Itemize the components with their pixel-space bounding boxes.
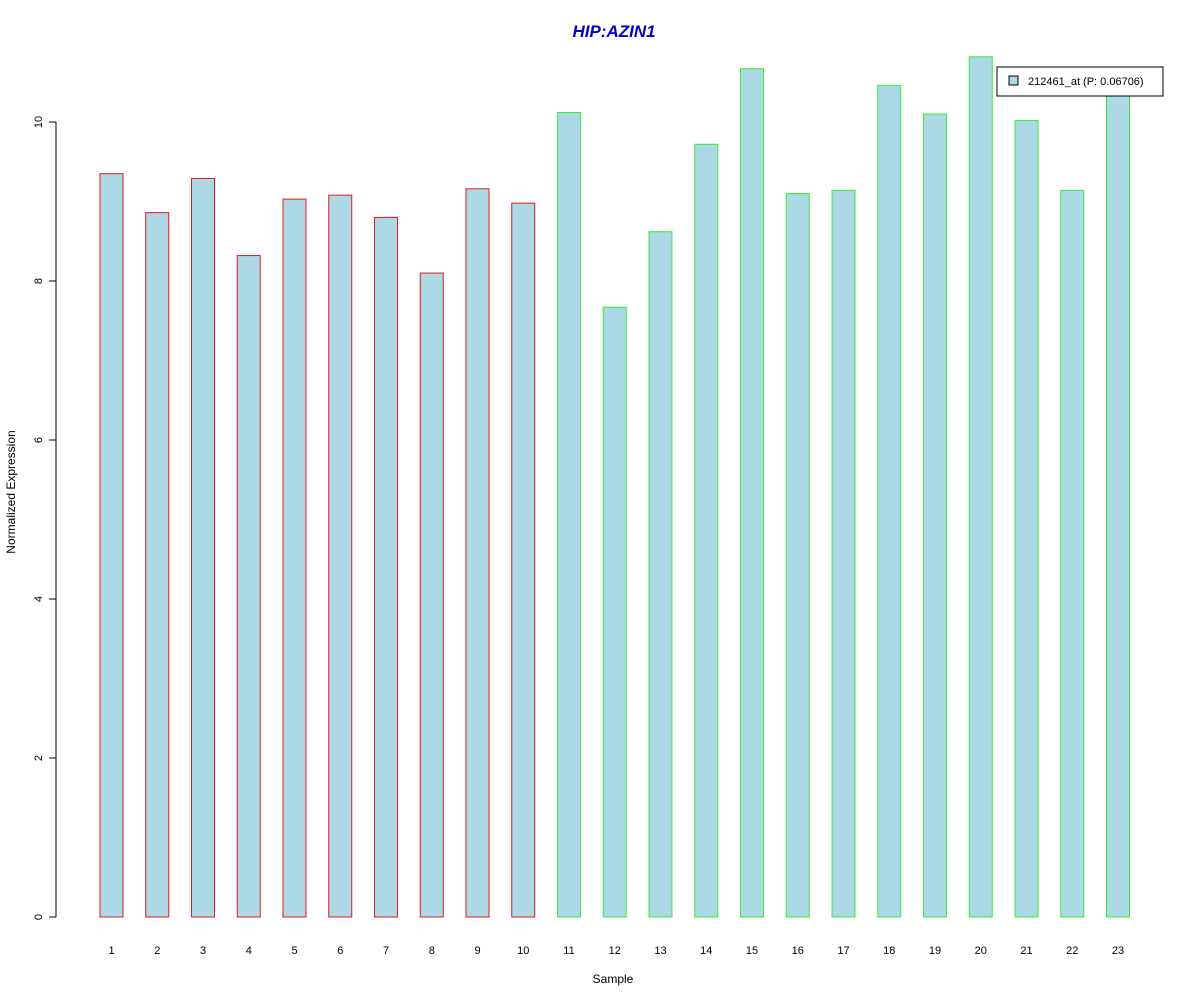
bar <box>99 173 124 918</box>
bar <box>191 177 215 918</box>
bar <box>968 56 993 918</box>
x-tick-label: 13 <box>654 945 666 957</box>
x-tick-labels: 1 2 3 4 5 6 7 8 9 10 11 12 13 14 15 16 17 18 19 20 21 22 23 <box>108 945 1124 957</box>
x-tick-label: 3 <box>200 945 206 957</box>
x-tick-label: 23 <box>1112 945 1124 957</box>
x-tick-label: 10 <box>517 945 529 957</box>
y-tick-label: 10 <box>33 116 45 128</box>
y-tick-label: 2 <box>33 755 45 761</box>
legend: 212461_at (P: 0.06706) <box>996 66 1164 97</box>
x-tick-label: 19 <box>929 945 941 957</box>
x-tick-label: 15 <box>746 945 758 957</box>
bar <box>877 84 902 918</box>
legend-swatch <box>1008 75 1019 86</box>
y-tick-label: 8 <box>33 278 45 284</box>
x-tick-label: 14 <box>700 945 712 957</box>
y-axis: 0 2 4 6 8 10 <box>33 116 57 920</box>
x-tick-label: 22 <box>1066 945 1078 957</box>
bar <box>145 212 170 918</box>
x-tick-label: 8 <box>429 945 435 957</box>
bar <box>1014 119 1039 918</box>
bar <box>1060 189 1085 918</box>
bar <box>831 189 856 918</box>
x-tick-label: 5 <box>291 945 297 957</box>
x-tick-label: 21 <box>1020 945 1032 957</box>
bar <box>419 272 444 918</box>
x-axis-label: Sample <box>593 972 634 986</box>
bar <box>557 111 581 918</box>
bar <box>740 68 764 918</box>
bar <box>694 143 719 918</box>
chart-title: HIP:AZIN1 <box>572 22 655 41</box>
x-tick-label: 6 <box>337 945 343 957</box>
legend-box <box>996 66 1164 97</box>
y-axis-label: Normalized Expression <box>4 430 18 553</box>
bar <box>785 193 810 918</box>
x-tick-label: 11 <box>563 945 574 957</box>
bar <box>282 198 307 918</box>
bar <box>1106 89 1130 918</box>
x-tick-label: 17 <box>837 945 849 957</box>
x-tick-label: 7 <box>383 945 389 957</box>
bar <box>923 113 947 918</box>
legend-label: 212461_at (P: 0.06706) <box>1028 76 1144 88</box>
bar <box>236 255 261 918</box>
bar <box>328 194 353 918</box>
x-tick-label: 16 <box>792 945 804 957</box>
bar <box>511 202 536 918</box>
bar <box>465 188 490 918</box>
y-tick-label: 0 <box>33 914 45 920</box>
x-tick-label: 9 <box>474 945 480 957</box>
bar-group <box>99 56 1130 918</box>
x-tick-label: 12 <box>609 945 621 957</box>
x-tick-label: 4 <box>246 945 252 957</box>
x-tick-label: 1 <box>108 945 114 957</box>
y-tick-label: 6 <box>33 437 45 443</box>
x-tick-label: 2 <box>154 945 160 957</box>
x-tick-label: 18 <box>883 945 895 957</box>
bar <box>602 306 627 918</box>
y-tick-label: 4 <box>33 596 45 602</box>
bar <box>648 231 673 918</box>
x-tick-label: 20 <box>975 945 987 957</box>
bar <box>374 216 398 918</box>
